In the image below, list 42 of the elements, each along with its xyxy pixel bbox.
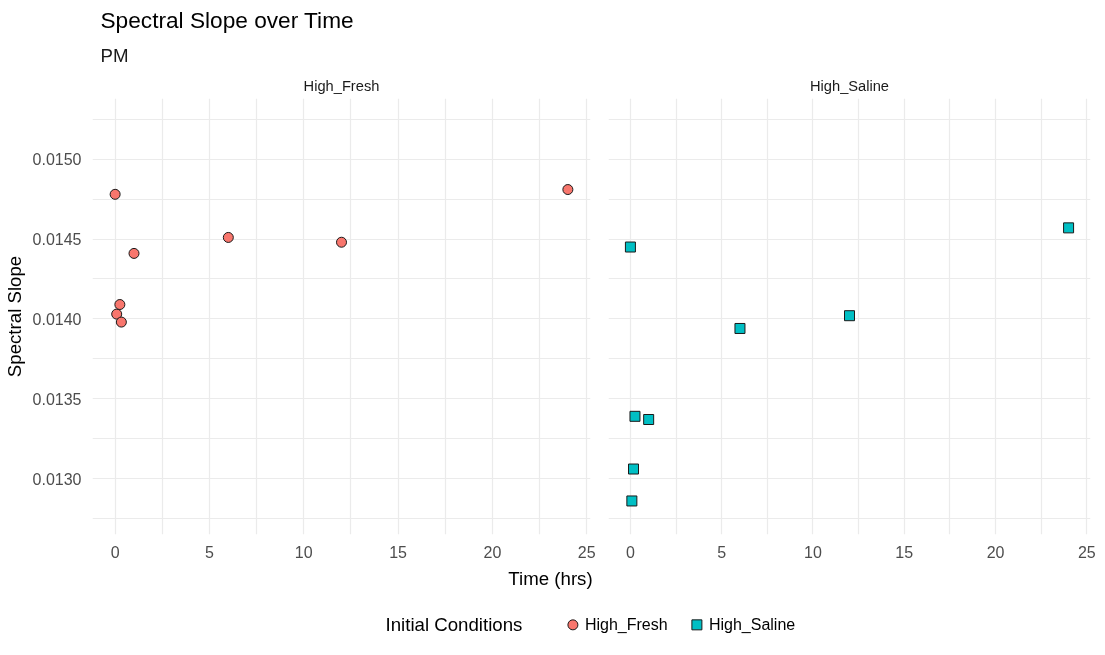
point	[109, 188, 121, 200]
x-tick-label: 15	[895, 543, 914, 561]
point	[115, 316, 127, 328]
point	[336, 236, 347, 248]
point	[222, 231, 234, 243]
chart-title: Spectral Slope over Time	[100, 6, 354, 33]
y-axis-title: Spectral Slope	[3, 255, 25, 378]
point	[629, 410, 641, 422]
point	[734, 322, 746, 334]
x-tick-label: 0	[625, 543, 635, 561]
y-tick-label: 0.0130	[32, 470, 82, 488]
text: High_Fresh	[303, 77, 380, 94]
y-tick-label: 0.0140	[32, 310, 82, 328]
text: High_Saline	[809, 77, 890, 94]
chart-subtitle: PM	[100, 44, 129, 66]
point	[562, 184, 574, 196]
x-axis-title: Time (hrs)	[508, 567, 593, 589]
y-tick-label: 0.0150	[32, 151, 82, 169]
legend-label: High_Fresh	[584, 616, 668, 635]
point	[111, 308, 123, 320]
x-tick-label: 25	[577, 543, 596, 561]
point	[128, 247, 140, 259]
legend-label: High_Saline	[708, 616, 796, 635]
y-tick-label: 0.0135	[32, 390, 82, 408]
x-tick-label: 5	[205, 543, 215, 561]
x-tick-label: 15	[389, 543, 408, 561]
legend-title: Initial Conditions	[385, 614, 523, 636]
point	[626, 495, 638, 507]
point	[624, 241, 636, 253]
x-tick-label: 10	[804, 543, 822, 561]
x-tick-label: 25	[1077, 543, 1096, 561]
point	[643, 414, 655, 426]
x-tick-label: 0	[110, 543, 120, 561]
point	[114, 299, 126, 311]
x-tick-label: 20	[986, 543, 1005, 561]
point	[844, 310, 855, 322]
y-tick-label: 0.0145	[32, 231, 82, 249]
point	[628, 463, 640, 475]
x-tick-label: 5	[717, 543, 727, 561]
point	[1063, 222, 1075, 234]
x-tick-label: 10	[294, 543, 313, 561]
x-tick-label: 20	[483, 543, 502, 561]
